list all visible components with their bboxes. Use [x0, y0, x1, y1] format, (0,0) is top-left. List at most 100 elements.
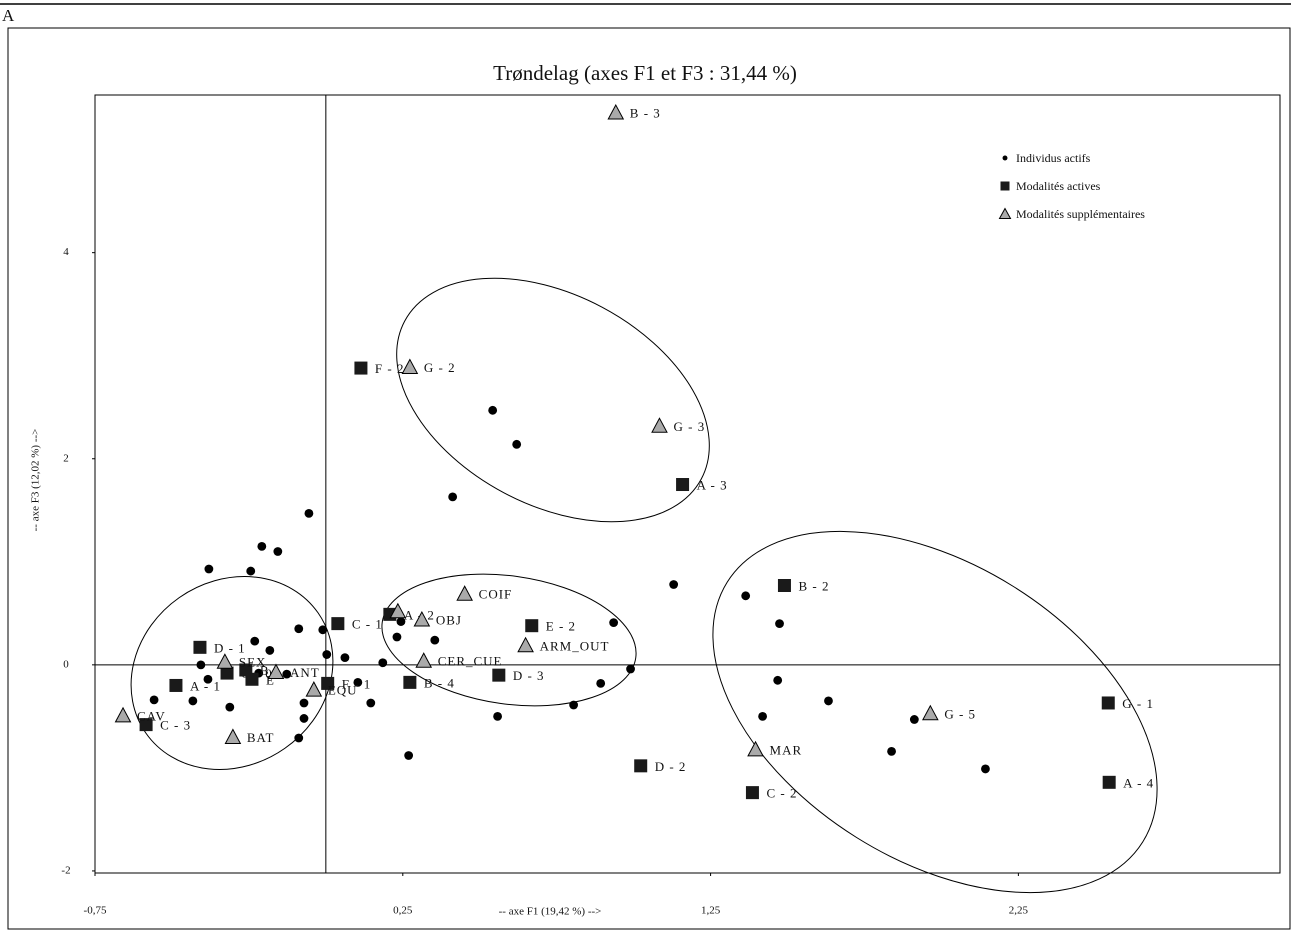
- point: [404, 751, 414, 760]
- y-tick-label: 4: [63, 246, 69, 258]
- point: [517, 636, 534, 653]
- point: [246, 566, 256, 576]
- point: [1102, 775, 1116, 789]
- point-label: G - 1: [1122, 696, 1154, 711]
- point-label: OBJ: [436, 612, 462, 627]
- point: [824, 696, 833, 706]
- point-label: E: [266, 672, 275, 687]
- point-label: A - 1: [190, 678, 221, 693]
- point-label: A - 2: [404, 607, 435, 622]
- point-label: D - 3: [513, 668, 545, 683]
- point: [340, 653, 350, 663]
- point: [354, 361, 368, 375]
- point-label: B: [260, 663, 270, 678]
- point-label: EQU: [328, 683, 358, 698]
- point: [981, 764, 990, 774]
- point: [773, 675, 783, 685]
- point: [193, 640, 207, 654]
- point: [415, 652, 433, 668]
- x-tick-label: 1,25: [701, 905, 721, 917]
- point: [224, 728, 242, 744]
- ellipse: [130, 576, 334, 770]
- point: [525, 619, 539, 633]
- point-label: D - 2: [655, 759, 687, 774]
- point: [569, 700, 579, 710]
- point: [203, 674, 213, 684]
- point: [282, 669, 292, 679]
- point: [887, 747, 896, 756]
- point-label: A - 3: [697, 477, 728, 492]
- point: [651, 417, 668, 433]
- point-label: CAV: [137, 708, 166, 723]
- point-label: ANT: [290, 665, 320, 680]
- point: [488, 405, 498, 415]
- legend-label: Individus actifs: [1016, 151, 1091, 165]
- point: [448, 492, 458, 502]
- point: [220, 666, 234, 680]
- point: [403, 675, 417, 689]
- point: [322, 650, 332, 659]
- point-label: E - 2: [546, 619, 576, 634]
- point: [430, 635, 440, 645]
- point: [305, 681, 323, 697]
- legend-marker: [1000, 181, 1010, 191]
- point-label: F - 2: [375, 361, 405, 376]
- point: [267, 663, 285, 680]
- point: [607, 103, 625, 120]
- point: [378, 658, 388, 668]
- point: [318, 625, 328, 635]
- point: [392, 632, 402, 642]
- point-label: D - 1: [214, 640, 246, 655]
- point-label: G - 5: [944, 706, 976, 721]
- point-label: BAT: [247, 730, 275, 745]
- point: [758, 711, 768, 721]
- plot-area: [94, 94, 1281, 874]
- point: [188, 696, 198, 706]
- point: [741, 591, 751, 601]
- y-tick-label: 0: [63, 658, 69, 670]
- point-label: MAR: [770, 742, 803, 757]
- point: [331, 617, 345, 631]
- point: [216, 653, 234, 669]
- point: [634, 759, 648, 773]
- point: [401, 358, 419, 375]
- point-label: C - 1: [352, 617, 383, 632]
- y-tick-label: -2: [61, 864, 70, 876]
- point: [225, 702, 235, 712]
- point: [265, 646, 275, 655]
- point: [676, 478, 690, 492]
- legend-label: Modalités supplémentaires: [1016, 207, 1145, 221]
- legend-marker: [998, 207, 1012, 219]
- point-label: F - 1: [342, 676, 372, 691]
- point: [777, 579, 791, 593]
- x-axis-label: -- axe F1 (19,42 %) -->: [499, 906, 602, 918]
- point-label: B - 2: [798, 578, 829, 593]
- point: [245, 672, 259, 686]
- point: [626, 664, 635, 674]
- point: [204, 564, 214, 574]
- point-label: COIF: [479, 587, 513, 602]
- chart-title: Trøndelag (axes F1 et F3 : 31,44 %): [493, 61, 797, 85]
- point: [609, 618, 619, 627]
- point: [413, 610, 431, 627]
- x-tick-label: 0,25: [393, 905, 413, 917]
- point-label: A - 4: [1123, 775, 1154, 790]
- point-label: G - 3: [673, 419, 705, 434]
- point: [114, 706, 132, 723]
- point-label: C - 2: [766, 786, 797, 801]
- point: [321, 676, 335, 690]
- ellipse: [712, 530, 1158, 894]
- point: [257, 541, 267, 551]
- x-tick-label: -0,75: [84, 905, 107, 917]
- legend-marker: [1002, 155, 1008, 161]
- point: [149, 695, 159, 705]
- point: [922, 704, 939, 721]
- x-tick-label: 2,25: [1009, 905, 1029, 917]
- point: [366, 698, 376, 708]
- point: [273, 547, 283, 556]
- point: [512, 439, 522, 449]
- point: [169, 678, 183, 692]
- point-label: SEX: [239, 655, 267, 670]
- panel-label: A: [2, 6, 15, 25]
- point: [493, 711, 502, 721]
